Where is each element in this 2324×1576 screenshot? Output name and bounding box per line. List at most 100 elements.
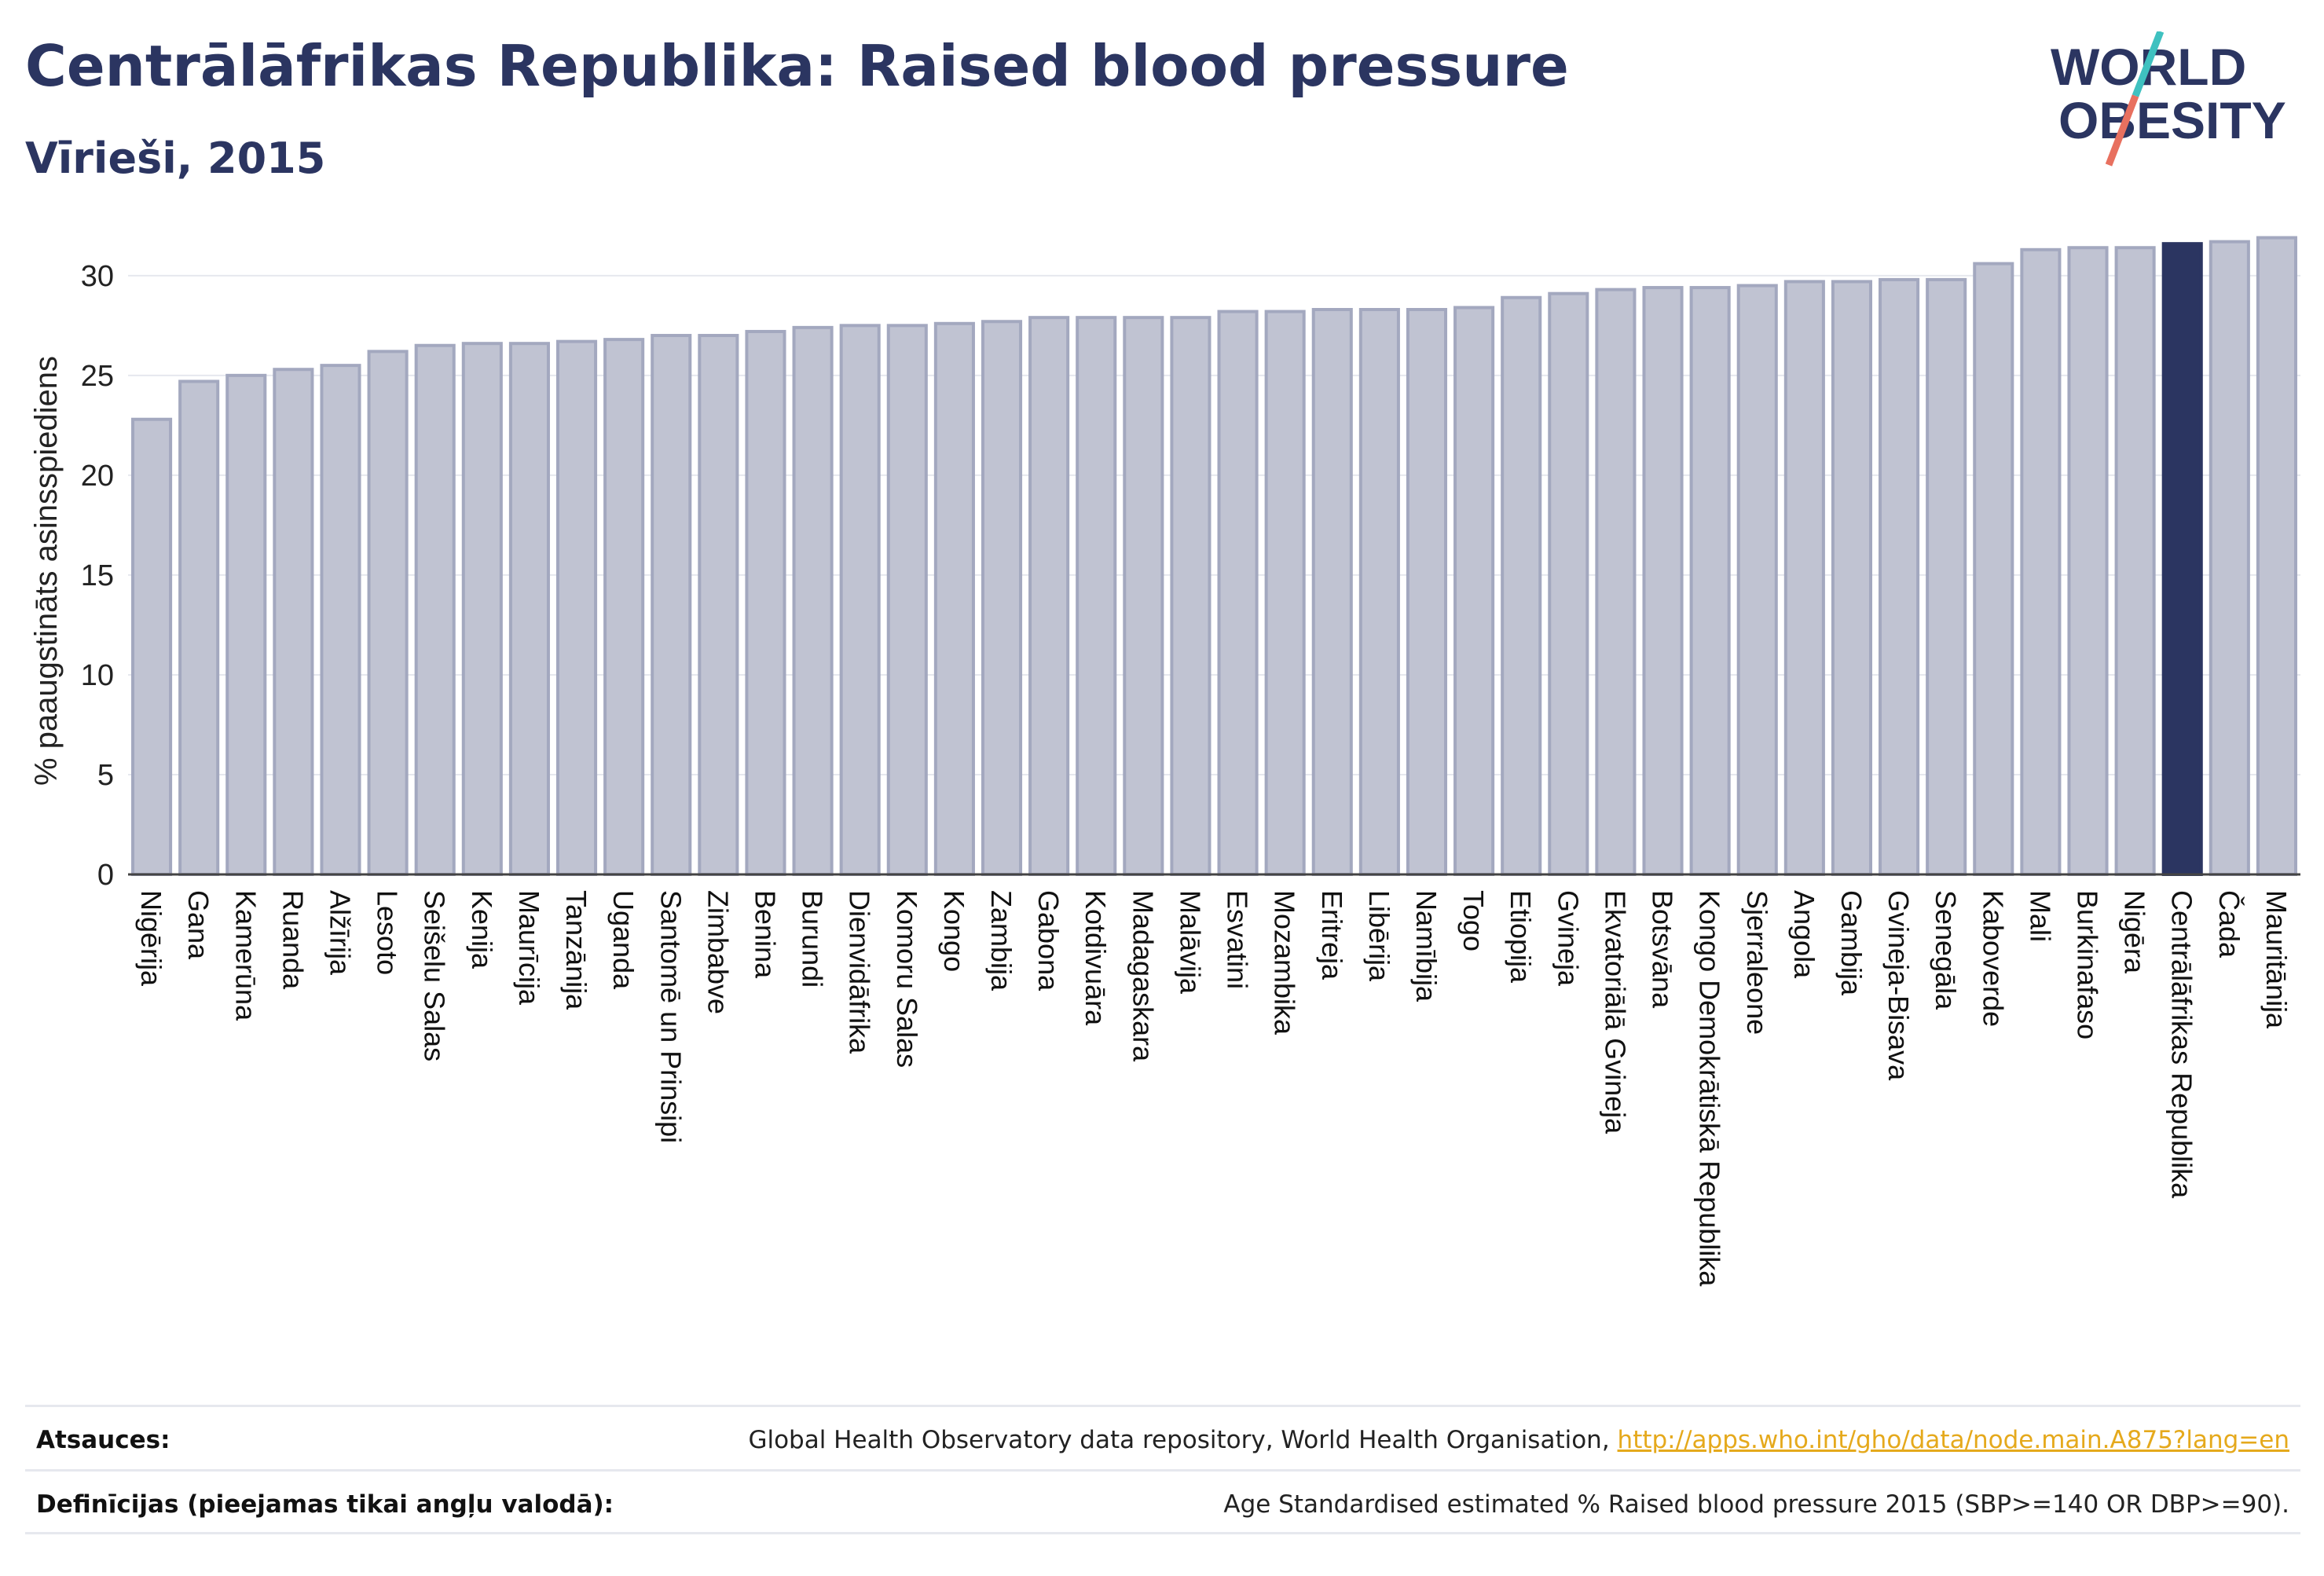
bar-gabona — [1028, 316, 1070, 876]
x-tick-label: Senegāla — [1930, 890, 1962, 1010]
x-tick-label: Zimbabve — [702, 890, 734, 1014]
x-tick-label: Burundi — [797, 890, 829, 988]
y-tick-labels: 0 5 10 15 20 25 30 — [81, 260, 114, 892]
bar-kenija — [461, 342, 503, 877]
x-tick-label: Ruanda — [277, 890, 309, 990]
x-tick-label: Kongo — [938, 890, 970, 972]
y-tick-label: 25 — [81, 360, 114, 393]
bar-santomē-un-prinsipi — [651, 334, 692, 876]
bar-sjerraleone — [1736, 284, 1778, 876]
x-tick-label: Kongo Demokrātiskā Republika — [1694, 890, 1726, 1287]
bar-togo — [1453, 306, 1495, 876]
bar-mozambika — [1264, 310, 1306, 876]
x-tick-label: Zambija — [985, 890, 1017, 991]
x-tick-label: Sjerraleone — [1741, 890, 1773, 1035]
x-tick-label: Alžīrija — [324, 890, 356, 976]
x-tick-label: Ekvatoriālā Gvineja — [1599, 890, 1631, 1134]
bar-etiopija — [1501, 295, 1542, 876]
bar-eritreja — [1311, 308, 1353, 876]
bar-benina — [745, 329, 786, 876]
bar-madagaskara — [1123, 316, 1164, 876]
y-axis-label: % paaugstināts asinsspiediens — [29, 356, 64, 786]
x-tick-label: Čada — [2213, 890, 2245, 958]
bar-angola — [1783, 280, 1825, 876]
y-tick-label: 30 — [81, 260, 114, 293]
logo-line2: OBESITY — [2058, 91, 2286, 149]
bar-burundi — [792, 325, 834, 876]
x-tick-label: Kamerūna — [229, 890, 262, 1021]
bar-nigērija — [131, 417, 173, 876]
x-tick-label: Botsvāna — [1647, 890, 1679, 1009]
bar-kongo-demokrātiskā-republika — [1689, 286, 1731, 876]
world-obesity-logo: WORLD OBESITY — [2051, 31, 2286, 167]
x-tick-label: Nigēra — [2119, 890, 2151, 974]
bar-ekvatoriālā-gvineja — [1595, 288, 1637, 876]
x-tick-label: Kotdivuāra — [1080, 890, 1112, 1026]
x-tick-label: Gambija — [1835, 890, 1868, 996]
bar-kaboverde — [1973, 262, 2014, 877]
x-tick-label: Mali — [2024, 890, 2056, 942]
x-tick-labels: Nigērija Gana Kamerūna Ruanda Alžīrija Lesoto… — [135, 890, 2293, 1287]
footer-sources-row: Atsauces: Global Health Observatory data… — [25, 1405, 2300, 1472]
bar-libērija — [1358, 308, 1400, 876]
x-tick-label: Mozambika — [1269, 890, 1301, 1035]
x-tick-label: Kenija — [466, 890, 498, 969]
x-tick-label: Gana — [182, 890, 214, 960]
x-tick-label: Lesoto — [372, 890, 404, 975]
page-subtitle: Vīrieši, 2015 — [25, 134, 326, 183]
bar-kotdivuāra — [1076, 316, 1117, 876]
bar-malāvija — [1170, 316, 1211, 876]
x-tick-label: Tanzānija — [560, 890, 592, 1010]
x-tick-label: Nigērija — [135, 890, 167, 987]
bar-botsvāna — [1642, 286, 1684, 876]
x-tick-label: Eritreja — [1316, 890, 1348, 980]
footer-divider — [25, 1532, 2300, 1534]
x-tick-label: Komoru Salas — [891, 890, 923, 1068]
x-tick-label: Gabona — [1032, 890, 1065, 991]
bar-dienvidāfrika — [839, 324, 881, 876]
x-tick-label: Benina — [749, 890, 781, 979]
bar-gana — [178, 379, 220, 876]
bar-centrālāfrikas-republika — [2161, 242, 2203, 877]
page-title: Centrālāfrikas Republika: Raised blood p… — [25, 33, 1569, 99]
y-tick-label: 20 — [81, 460, 114, 493]
bar-kamerūna — [225, 373, 267, 876]
definitions-value: Age Standardised estimated % Raised bloo… — [1223, 1490, 2289, 1519]
bars — [131, 236, 2297, 877]
bar-alžīrija — [320, 364, 361, 876]
sources-value: Global Health Observatory data repositor… — [748, 1426, 2289, 1454]
x-tick-label: Esvatini — [1222, 890, 1254, 989]
sources-link[interactable]: http://apps.who.int/gho/data/node.main.A… — [1617, 1426, 2289, 1454]
bar-namībija — [1406, 308, 1448, 876]
sources-text: Global Health Observatory data repositor… — [748, 1426, 1618, 1454]
bar-komoru-salas — [886, 324, 928, 876]
y-tick-label: 10 — [81, 659, 114, 692]
x-tick-label: Angola — [1788, 890, 1820, 979]
footer-definitions-row: Definīcijas (pieejamas tikai angļu valod… — [25, 1469, 2300, 1536]
bar-zimbabve — [698, 334, 739, 876]
bar-gvineja — [1548, 291, 1589, 877]
bar-chart: 0 5 10 15 20 25 30 Nigērija Gana Kamerūna Ruanda A… — [29, 236, 2300, 1287]
bar-čada — [2209, 240, 2250, 876]
bar-burkinafaso — [2067, 246, 2109, 876]
bar-kongo — [933, 321, 975, 877]
bar-seišelu-salas — [414, 343, 456, 876]
bar-ruanda — [273, 368, 314, 876]
bar-tanzānija — [555, 339, 598, 876]
bar-mali — [2020, 247, 2062, 876]
y-tick-label: 0 — [97, 859, 114, 892]
x-tick-label: Malāvija — [1174, 890, 1206, 995]
bar-zambija — [981, 320, 1023, 876]
x-tick-label: Centrālāfrikas Republika — [2166, 890, 2198, 1199]
bar-maurīcija — [508, 342, 550, 877]
bar-nigēra — [2114, 246, 2156, 876]
x-tick-label: Mauritānija — [2260, 890, 2293, 1029]
x-tick-label: Madagaskara — [1127, 890, 1159, 1062]
x-tick-label: Etiopija — [1505, 890, 1537, 984]
x-tick-label: Togo — [1457, 890, 1490, 951]
x-tick-label: Seišelu Salas — [419, 890, 451, 1061]
y-tick-label: 5 — [97, 759, 114, 792]
bar-esvatini — [1217, 310, 1259, 876]
x-tick-label: Gvineja — [1552, 890, 1584, 987]
x-tick-label: Dienvidāfrika — [844, 890, 876, 1054]
